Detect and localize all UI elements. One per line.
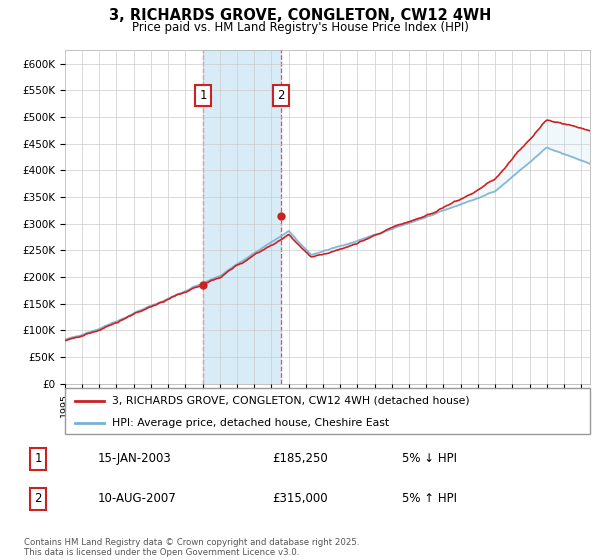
Text: 1: 1 bbox=[34, 452, 42, 465]
Text: 1: 1 bbox=[199, 89, 207, 102]
Text: Contains HM Land Registry data © Crown copyright and database right 2025.
This d: Contains HM Land Registry data © Crown c… bbox=[24, 538, 359, 557]
Text: 15-JAN-2003: 15-JAN-2003 bbox=[97, 452, 171, 465]
Text: Price paid vs. HM Land Registry's House Price Index (HPI): Price paid vs. HM Land Registry's House … bbox=[131, 21, 469, 34]
Text: 3, RICHARDS GROVE, CONGLETON, CW12 4WH (detached house): 3, RICHARDS GROVE, CONGLETON, CW12 4WH (… bbox=[112, 396, 470, 406]
Text: 5% ↑ HPI: 5% ↑ HPI bbox=[402, 492, 457, 505]
Text: £185,250: £185,250 bbox=[272, 452, 328, 465]
Text: £315,000: £315,000 bbox=[272, 492, 328, 505]
Text: 5% ↓ HPI: 5% ↓ HPI bbox=[402, 452, 457, 465]
Text: 2: 2 bbox=[278, 89, 285, 102]
Text: 2: 2 bbox=[34, 492, 42, 505]
Text: 10-AUG-2007: 10-AUG-2007 bbox=[97, 492, 176, 505]
Bar bbox=[203, 50, 281, 384]
Text: HPI: Average price, detached house, Cheshire East: HPI: Average price, detached house, Ches… bbox=[112, 418, 389, 427]
Text: 3, RICHARDS GROVE, CONGLETON, CW12 4WH: 3, RICHARDS GROVE, CONGLETON, CW12 4WH bbox=[109, 8, 491, 24]
